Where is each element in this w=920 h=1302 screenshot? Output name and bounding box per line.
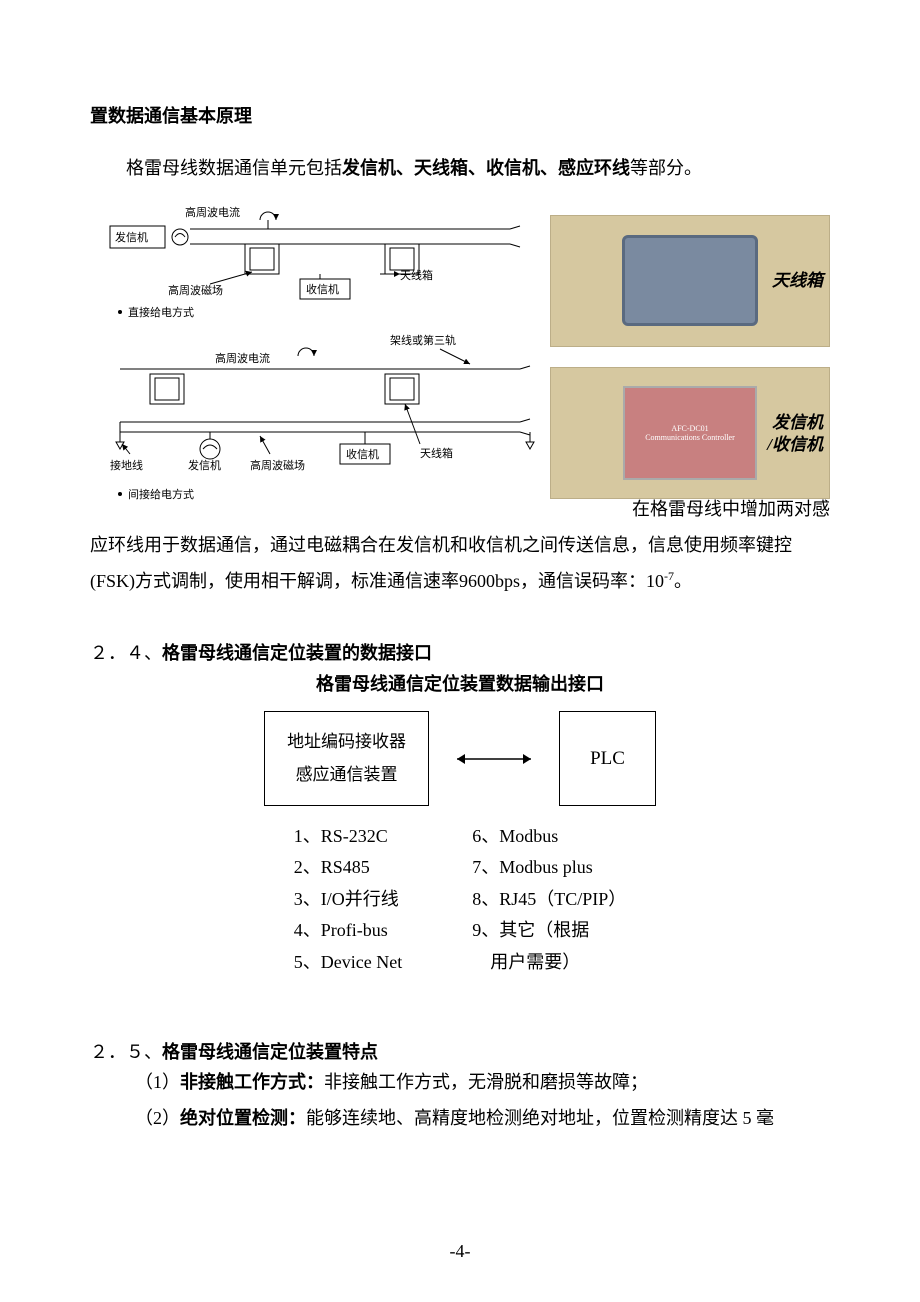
intro-post: 等部分。 [630,158,702,178]
figure-row: 高周波电流 发信机 [90,204,830,509]
photo-antenna-box: 天线箱 [550,215,830,347]
iface-ll-4: 5、Device Net [294,947,402,979]
interface-lists: 1、RS-232C 2、RS485 3、I/O并行线 4、Profi-bus 5… [90,821,830,979]
feat2-b: 绝对位置检测： [180,1108,306,1128]
interface-title: 格雷母线通信定位装置数据输出接口 [90,670,830,696]
photo-label-top: 天线箱 [772,266,823,291]
afc-l2: Communications Controller [645,433,735,442]
iface-rl-0: 6、Modbus [472,821,626,853]
s24-text: 格雷母线通信定位装置的数据接口 [162,643,432,663]
lbl-direct-mode: 直接给电方式 [128,305,194,319]
feat2-t: 能够连续地、高精度地检测绝对地址，位置检测精度达 5 毫 [306,1108,774,1128]
inline-tail: 在格雷母线中增加两对感 [632,499,830,519]
s24-num: ２．４、 [90,643,162,663]
iface-ll-1: 2、RS485 [294,852,402,884]
section-25-heading: ２．５、格雷母线通信定位装置特点 [90,1038,830,1064]
controller-box-shape: AFC-DC01 Communications Controller [623,386,757,480]
intro-pre: 格雷母线数据通信单元包括 [126,158,342,178]
lbl-tx-2: 发信机 [188,458,221,472]
iface-rl-1: 7、Modbus plus [472,852,626,884]
comm-intro: 格雷母线数据通信单元包括发信机、天线箱、收信机、感应环线等部分。 [90,150,830,186]
s25-num: ２．５、 [90,1042,162,1062]
feat1-t: 非接触工作方式，无滑脱和磨损等故障； [324,1072,648,1092]
feat-item-2: （2）绝对位置检测：能够连续地、高精度地检测绝对地址，位置检测精度达 5 毫 [135,1100,830,1136]
section-24-heading: ２．４、格雷母线通信定位装置的数据接口 [90,639,830,665]
iface-right-box: PLC [559,711,656,806]
hardware-photos: 天线箱 AFC-DC01 Communications Controller 发… [540,204,830,509]
lbl-tx-1: 发信机 [115,230,148,244]
iface-plc: PLC [590,741,625,777]
iface-rl-4: 用户需要） [472,947,626,979]
lbl-indirect-mode: 间接给电方式 [128,487,194,501]
iface-rl-2: 8、RJ45（TC/PIP） [472,884,626,916]
lbl-hf-current-2: 高周波电流 [215,351,270,365]
iface-left-l1: 地址编码接收器 [287,726,406,758]
page-number: -4- [0,1241,920,1262]
s25-text: 格雷母线通信定位装置特点 [162,1042,378,1062]
lbl-antbox-2: 天线箱 [420,446,453,460]
para-after-post: 。 [674,571,692,591]
feat1-num: （1） [135,1072,180,1092]
section-heading-comm: 置数据通信基本原理 [90,100,830,132]
iface-left-l2: 感应通信装置 [287,759,406,791]
iface-ll-3: 4、Profi-bus [294,915,402,947]
lbl-hf-field-2: 高周波磁场 [250,458,305,472]
iface-rl-3: 9、其它（根据 [472,915,626,947]
lbl-hf-current-1: 高周波电流 [185,205,240,219]
feat1-b: 非接触工作方式： [180,1072,324,1092]
schematic-diagram: 高周波电流 发信机 [90,204,540,509]
feat-item-1: （1）非接触工作方式：非接触工作方式，无滑脱和磨损等故障； [135,1064,830,1100]
afc-l1: AFC-DC01 [671,424,708,433]
lbl-gnd: 接地线 [110,458,143,472]
lbl-overhead: 架线或第三轨 [390,333,456,347]
intro-bold: 发信机、天线箱、收信机、感应环线 [342,158,630,178]
lbl-hf-field-1: 高周波磁场 [168,283,223,297]
feature-list: （1）非接触工作方式：非接触工作方式，无滑脱和磨损等故障； （2）绝对位置检测：… [90,1064,830,1136]
para-after-sup: -7 [664,569,674,583]
interface-diagram: 格雷母线通信定位装置数据输出接口 地址编码接收器 感应通信装置 PLC 1、RS… [90,670,830,978]
iface-ll-2: 3、I/O并行线 [294,884,402,916]
photo-txtx-box: AFC-DC01 Communications Controller 发信机 /… [550,367,830,499]
lbl-rx-1: 收信机 [306,282,339,296]
iface-right-list: 6、Modbus 7、Modbus plus 8、RJ45（TC/PIP） 9、… [472,821,626,979]
interface-boxes: 地址编码接收器 感应通信装置 PLC [90,711,830,806]
iface-ll-0: 1、RS-232C [294,821,402,853]
antenna-box-shape [622,235,758,326]
iface-left-box: 地址编码接收器 感应通信装置 [264,711,429,806]
document-page: 置数据通信基本原理 格雷母线数据通信单元包括发信机、天线箱、收信机、感应环线等部… [0,0,920,1302]
iface-left-list: 1、RS-232C 2、RS485 3、I/O并行线 4、Profi-bus 5… [294,821,402,979]
feat2-num: （2） [135,1108,180,1128]
lbl-rx-2: 收信机 [346,447,379,461]
double-arrow-icon [429,711,559,806]
photo-label-bot2: /收信机 [767,430,823,455]
lbl-antbox-1: 天线箱 [400,268,433,282]
